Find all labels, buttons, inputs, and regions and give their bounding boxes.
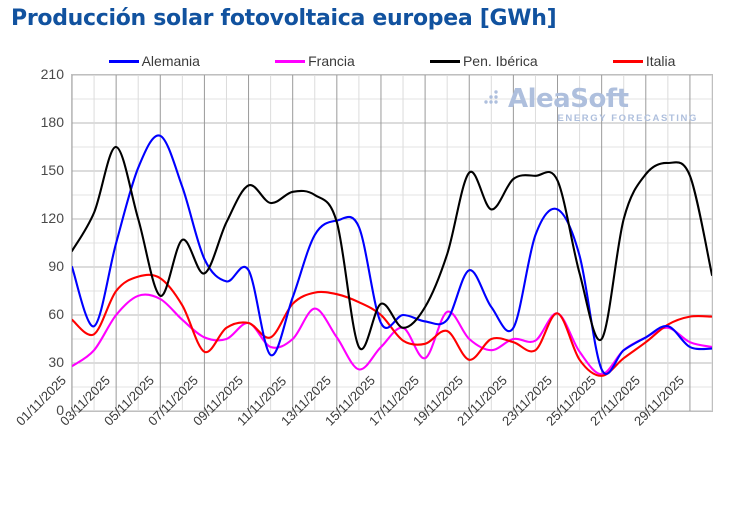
legend-label: Francia	[308, 53, 355, 69]
y-tick-label: 120	[40, 210, 64, 226]
y-tick-label: 0	[56, 402, 64, 418]
series-canvas	[72, 75, 712, 411]
series-line-italia	[72, 273, 712, 377]
legend-label: Alemania	[141, 53, 200, 69]
chart-legend: Alemania Francia Pen. Ibérica Italia	[71, 50, 713, 72]
legend-label: Pen. Ibérica	[462, 53, 538, 69]
legend-item-italia[interactable]: Italia	[612, 53, 676, 69]
page-title: Producción solar fotovoltaica europea [G…	[11, 6, 557, 31]
legend-swatch-icon	[612, 59, 643, 63]
y-tick-label: 150	[40, 162, 64, 178]
y-tick-label: 60	[48, 306, 64, 322]
y-tick-label: 180	[40, 114, 64, 130]
legend-item-pen-ib-rica[interactable]: Pen. Ibérica	[429, 53, 538, 69]
legend-swatch-icon	[429, 59, 460, 63]
legend-label: Italia	[645, 53, 676, 69]
legend-swatch-icon	[108, 59, 139, 63]
legend-item-francia[interactable]: Francia	[275, 53, 355, 69]
series-line-pen-ib-rica	[72, 145, 712, 351]
legend-swatch-icon	[275, 59, 306, 63]
series-line-alemania	[72, 134, 712, 375]
x-axis-labels: 01/11/2025 03/11/2025 05/11/2025 07/11/2025…	[0, 373, 730, 509]
legend-item-alemania[interactable]: Alemania	[108, 53, 200, 69]
y-tick-label: 210	[40, 66, 64, 82]
plot-area	[71, 74, 713, 412]
y-axis-labels: 210 180 150 120 90 60 30 0	[0, 66, 64, 418]
y-tick-label: 30	[48, 354, 64, 370]
y-tick-label: 90	[48, 258, 64, 274]
